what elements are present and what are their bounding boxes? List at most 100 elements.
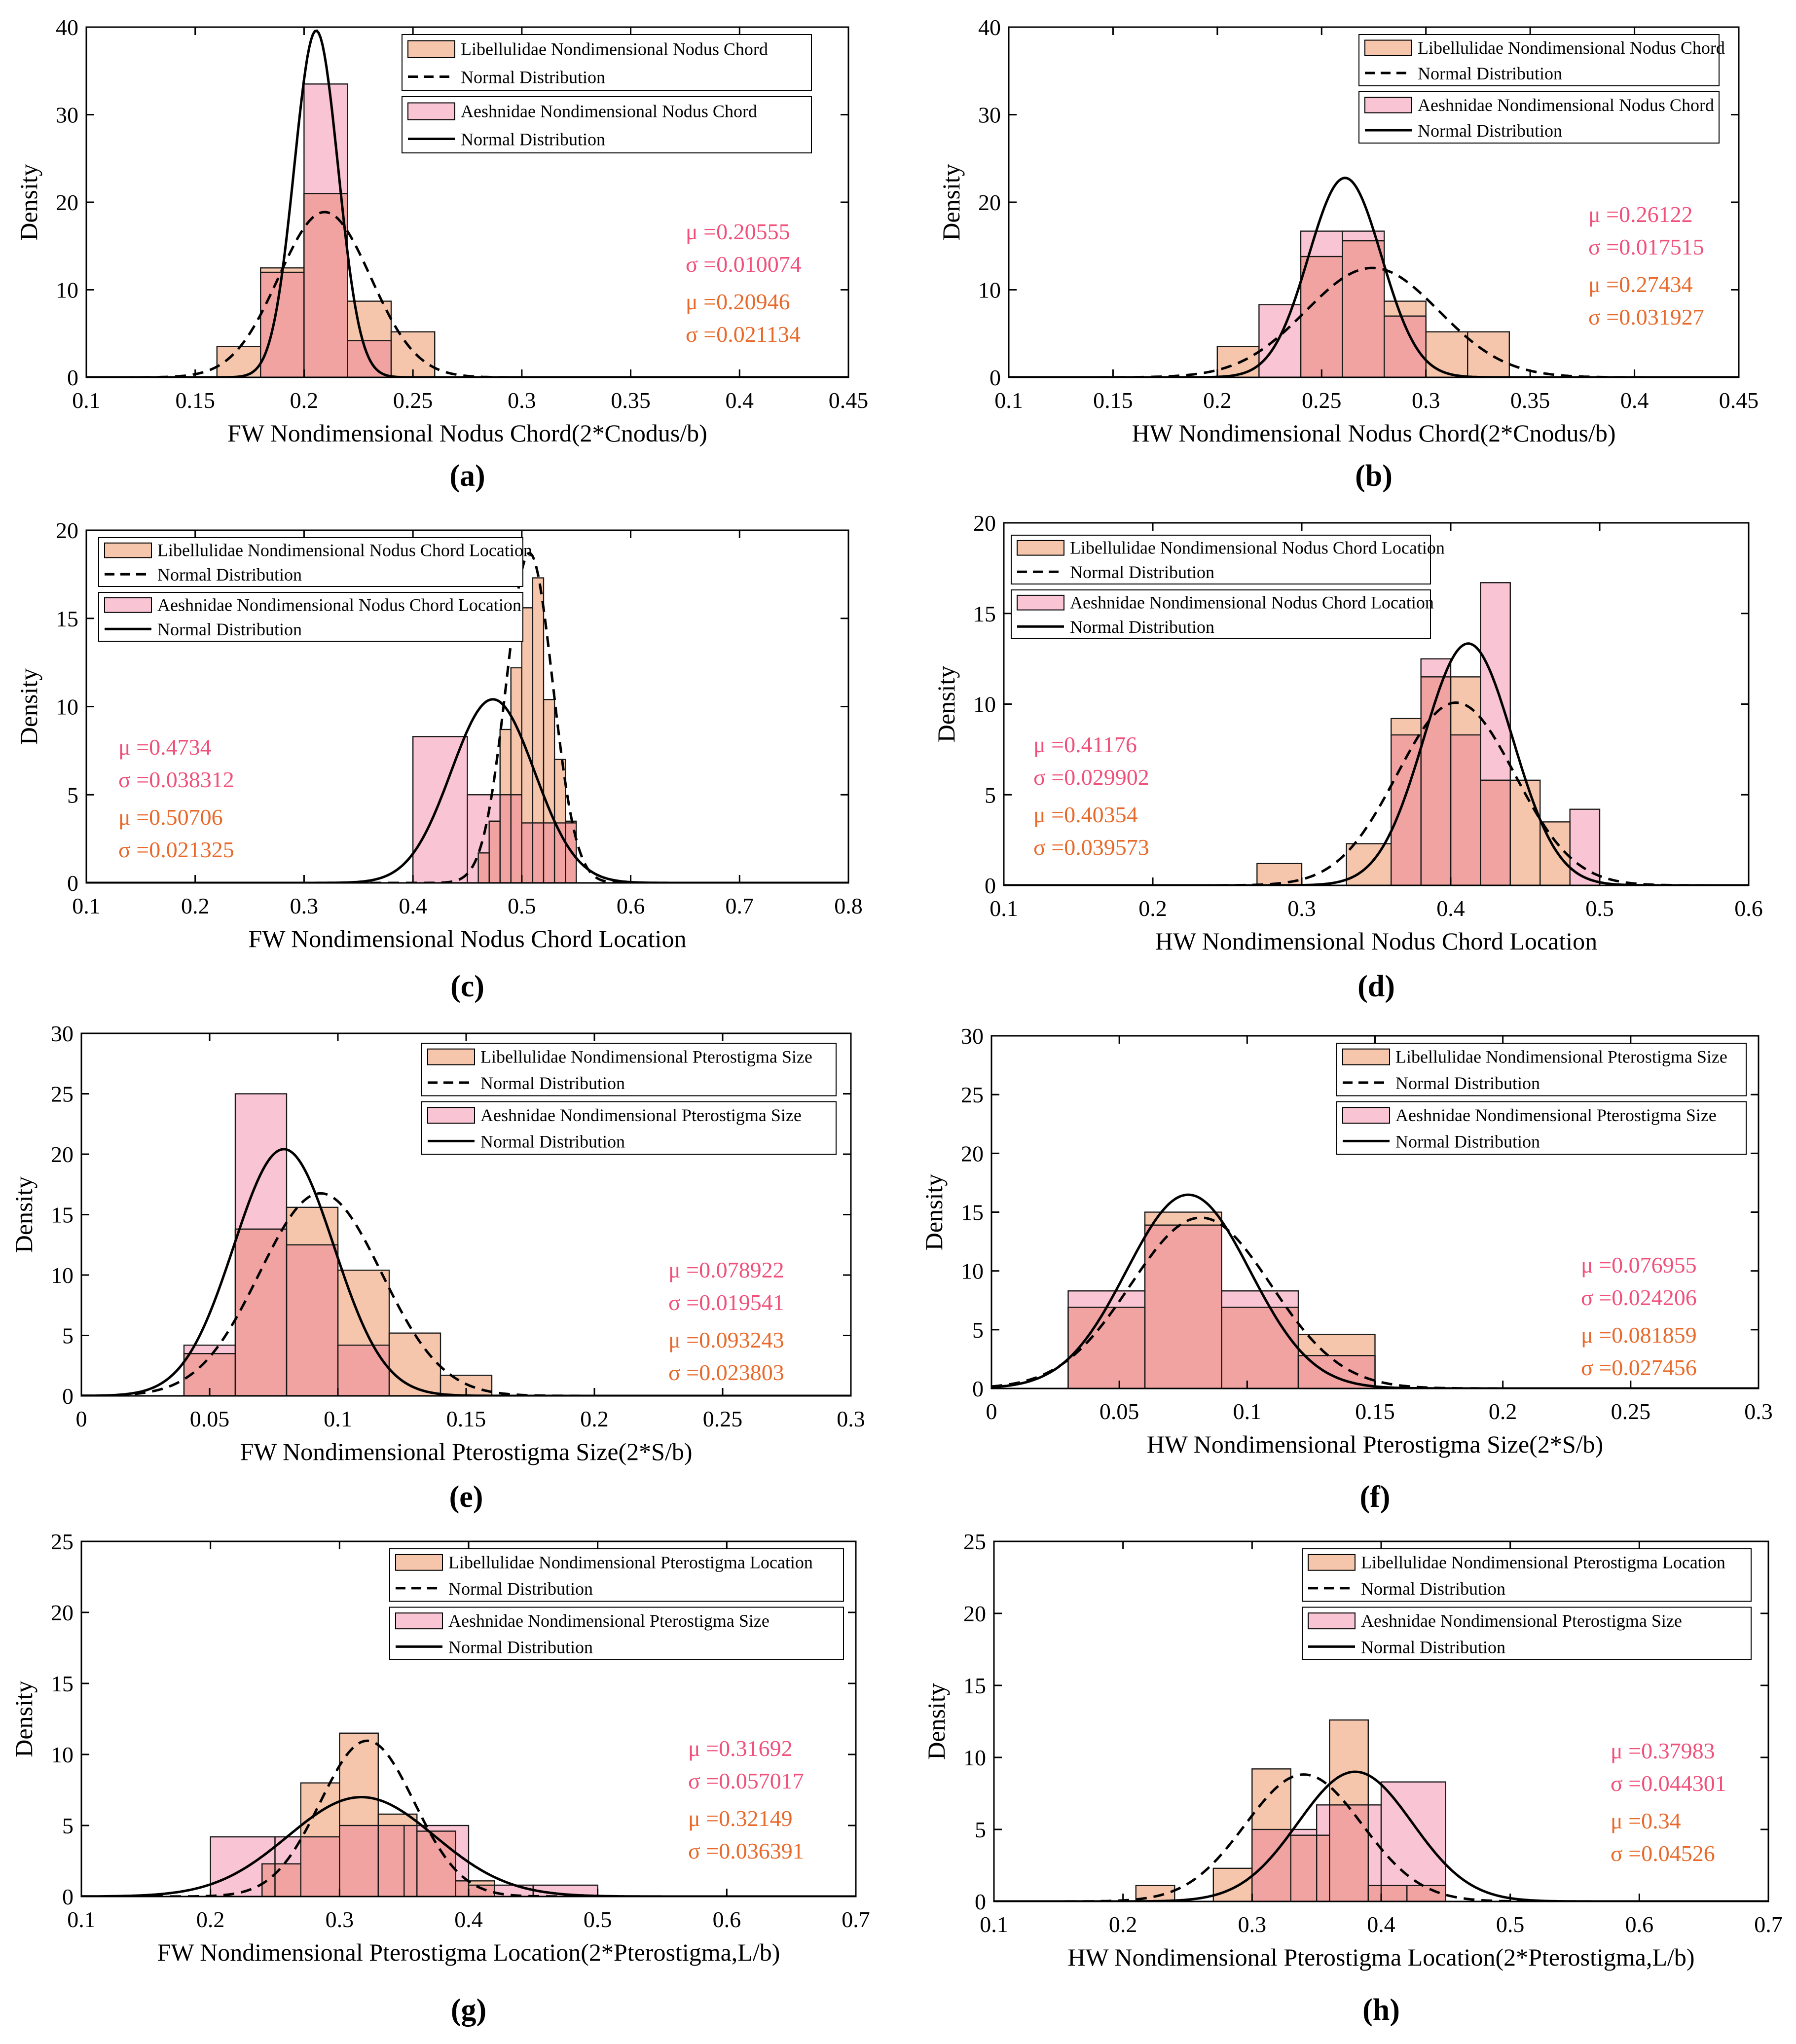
legend-entry: Aeshnidae Nondimensional Pterostigma Siz… <box>448 1611 770 1631</box>
y-tick-label: 30 <box>978 103 1001 128</box>
y-tick-label: 15 <box>961 1200 984 1225</box>
legend: Libellulidae Nondimensional Pterostigma … <box>389 1548 844 1660</box>
legend-entry: Normal Distribution <box>157 565 302 584</box>
y-axis-label: Density <box>920 1174 948 1251</box>
x-tick-label: 0.1 <box>72 893 101 918</box>
legend-box-libellulidae <box>1358 34 1720 86</box>
y-tick-label: 20 <box>56 518 78 543</box>
legend-entry: Normal Distribution <box>480 1073 625 1093</box>
legend-entry: Normal Distribution <box>1395 1132 1540 1151</box>
legend-box-aeshnidae <box>98 592 523 642</box>
legend-entry: Libellulidae Nondimensional Nodus Chord <box>1418 38 1725 58</box>
overlap-bar <box>1367 1885 1382 1902</box>
legend-entry: Libellulidae Nondimensional Pterostigma … <box>1361 1553 1725 1572</box>
y-tick-label: 30 <box>961 1023 984 1049</box>
legend-entry: Libellulidae Nondimensional Nodus Chord <box>461 39 768 59</box>
aeshnidae-sigma: σ =0.029902 <box>1033 765 1149 790</box>
chart-panel-d: 0.1 0.2 0.3 0.4 0.5 0.6 0 5 10 15 20 HW Nondimensio… <box>932 511 1763 1003</box>
legend-swatch-libellulidae <box>1342 1048 1390 1065</box>
x-tick-label: 0.4 <box>1620 388 1649 413</box>
legend-entry: Normal Distribution <box>461 129 605 149</box>
chart-panel-a: 0.1 0.15 0.2 0.25 0.3 0.35 0.4 0.45 0 10 20 30 40 FW … <box>15 15 868 493</box>
x-tick-label: 0.5 <box>584 1907 612 1932</box>
x-tick-label: 0.6 <box>1625 1912 1654 1937</box>
panel-caption: (e) <box>449 1480 483 1514</box>
overlap-bar <box>521 822 534 884</box>
overlap-bar <box>260 271 305 378</box>
y-tick-label: 25 <box>51 1529 73 1554</box>
aeshnidae-normal-curve <box>86 698 848 883</box>
aeshnidae-normal-curve <box>81 1796 856 1897</box>
libellulidae-sigma: σ =0.039573 <box>1033 835 1149 860</box>
stats-annotation: μ =0.20555 σ =0.010074 μ =0.20946 σ =0.0211… <box>686 219 802 347</box>
aeshnidae-sigma: σ =0.024206 <box>1581 1285 1697 1310</box>
overlap-bar <box>455 1880 470 1898</box>
overlap-bar <box>1450 734 1481 886</box>
y-axis-label: Density <box>922 1683 950 1760</box>
legend-entry: Normal Distribution <box>480 1132 625 1151</box>
legend-box-libellulidae <box>98 537 523 587</box>
legend: Libellulidae Nondimensional Nodus Chord … <box>1011 535 1445 639</box>
y-tick-label: 20 <box>51 1600 73 1625</box>
y-tick-label: 5 <box>985 782 996 807</box>
x-tick-label: 0.25 <box>1611 1399 1651 1424</box>
legend-entry: Libellulidae Nondimensional Nodus Chord … <box>157 541 532 560</box>
y-tick-label: 5 <box>62 1813 73 1838</box>
libellulidae-sigma: σ =0.036391 <box>688 1838 804 1863</box>
x-tick-label: 0.15 <box>446 1406 486 1431</box>
overlap-bar <box>1329 1804 1369 1902</box>
panel-caption: (d) <box>1357 970 1395 1003</box>
libellulidae-bar <box>1212 1867 1253 1902</box>
x-tick-label: 0.15 <box>1355 1399 1395 1424</box>
x-tick-label: 0.2 <box>1138 896 1167 921</box>
y-tick-label: 20 <box>963 1601 986 1626</box>
x-tick-label: 0.1 <box>1233 1399 1262 1424</box>
libellulidae-mu: μ =0.32149 <box>688 1806 793 1831</box>
x-axis-label: FW Nondimensional Nodus Chord Location <box>249 925 687 952</box>
legend-box-aeshnidae <box>1336 1101 1747 1155</box>
stats-annotation: μ =0.26122 σ =0.017515 μ =0.27434 σ =0.0319… <box>1588 202 1704 329</box>
x-tick-label: 0.1 <box>72 388 101 413</box>
libellulidae-mu: μ =0.40354 <box>1033 802 1138 827</box>
y-tick-label: 0 <box>62 1884 73 1909</box>
legend-entry: Aeshnidae Nondimensional Nodus Chord Loc… <box>1070 593 1434 613</box>
aeshnidae-sigma: σ =0.044301 <box>1611 1771 1726 1796</box>
y-axis-label: Density <box>937 164 965 241</box>
libellulidae-sigma: σ =0.027456 <box>1581 1355 1697 1380</box>
overlap-bar <box>339 1825 379 1898</box>
x-tick-label: 0.2 <box>1203 388 1232 413</box>
y-tick-label: 25 <box>961 1082 984 1107</box>
x-tick-label: 0.5 <box>1496 1912 1525 1937</box>
y-tick-label: 30 <box>51 1021 73 1046</box>
x-tick-label: 0.7 <box>842 1907 870 1932</box>
overlap-bar <box>377 1825 405 1898</box>
x-tick-label: 0.6 <box>1734 896 1763 921</box>
libellulidae-sigma: σ =0.021325 <box>118 837 234 862</box>
x-axis-label: FW Nondimensional Pterostigma Size(2*S/b… <box>240 1438 692 1465</box>
legend-swatch-libellulidae <box>1308 1554 1356 1571</box>
legend-entry: Aeshnidae Nondimensional Nodus Chord Loc… <box>157 595 521 615</box>
legend-box-aeshnidae <box>421 1101 837 1155</box>
aeshnidae-sigma: σ =0.038312 <box>118 767 234 792</box>
y-tick-label: 0 <box>975 1889 986 1914</box>
y-tick-label: 15 <box>51 1203 73 1228</box>
x-tick-label: 0.5 <box>508 893 536 918</box>
y-tick-label: 25 <box>51 1082 73 1107</box>
x-tick-label: 0.1 <box>994 388 1023 413</box>
stats-annotation: μ =0.31692 σ =0.057017 μ =0.32149 σ =0.0363… <box>688 1736 804 1863</box>
aeshnidae-mu: μ =0.26122 <box>1588 202 1693 227</box>
overlap-bar <box>477 852 490 884</box>
overlap-bar <box>1342 240 1385 378</box>
x-axis-label: HW Nondimensional Nodus Chord(2*Cnodus/b… <box>1132 419 1616 447</box>
panel-caption: (g) <box>451 1993 486 2027</box>
x-tick-label: 0.3 <box>1238 1912 1267 1937</box>
aeshnidae-sigma: σ =0.019541 <box>668 1290 784 1315</box>
legend-entry: Libellulidae Nondimensional Pterostigma … <box>1395 1047 1727 1067</box>
x-tick-label: 0.45 <box>1719 388 1759 413</box>
y-axis-label: Density <box>10 1176 37 1253</box>
y-tick-label: 20 <box>56 190 78 215</box>
x-tick-label: 0.35 <box>611 388 651 413</box>
legend-swatch-aeshnidae <box>395 1612 443 1630</box>
aeshnidae-sigma: σ =0.017515 <box>1588 234 1704 259</box>
x-tick-label: 0.3 <box>1287 896 1316 921</box>
